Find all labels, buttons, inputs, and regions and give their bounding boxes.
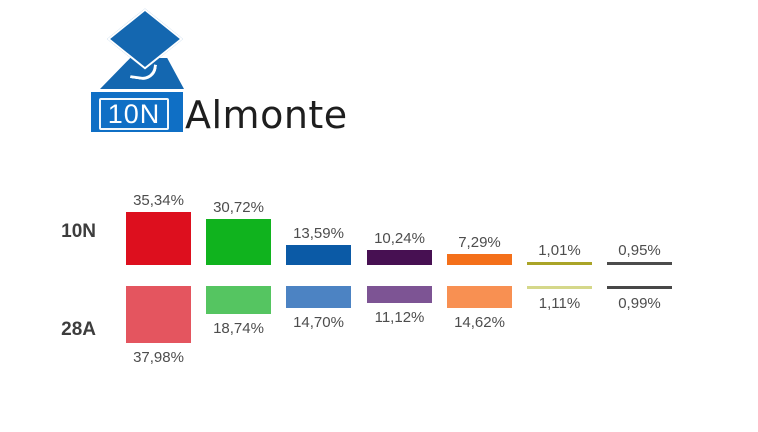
value-label-10n-gray: 0,95%	[618, 242, 661, 259]
value-label-10n-olive: 1,01%	[538, 242, 581, 259]
value-label-28a-gray: 0,99%	[618, 295, 661, 312]
bar-28a-purple	[367, 286, 432, 303]
value-label-28a-olive: 1,11%	[538, 295, 581, 312]
bar-28a-olive	[527, 286, 592, 289]
bar-10n-purple	[367, 250, 432, 265]
bar-10n-gray	[607, 262, 672, 265]
value-label-10n-red: 35,34%	[133, 192, 184, 209]
bar-28a-gray	[607, 286, 672, 289]
value-label-10n-orange: 7,29%	[458, 234, 501, 251]
value-label-28a-purple: 11,12%	[374, 309, 425, 326]
logo-label: 10N	[107, 99, 161, 129]
row-label-10n: 10N	[61, 221, 96, 242]
bar-28a-green	[206, 286, 271, 314]
bar-28a-blue	[286, 286, 351, 308]
bar-28a-orange	[447, 286, 512, 308]
ballot-box-front-icon: 10N	[91, 92, 183, 132]
value-label-10n-purple: 10,24%	[374, 230, 425, 247]
bar-10n-red	[126, 212, 191, 265]
bar-10n-blue	[286, 245, 351, 265]
value-label-28a-red: 37,98%	[133, 349, 184, 366]
value-label-28a-orange: 14,62%	[454, 314, 505, 331]
row-label-28a: 28A	[61, 319, 96, 340]
page-title: Almonte	[185, 93, 348, 137]
value-label-28a-green: 18,74%	[213, 320, 264, 337]
bar-10n-olive	[527, 262, 592, 265]
value-label-10n-green: 30,72%	[213, 199, 264, 216]
logo-label-frame: 10N	[99, 98, 169, 130]
bar-10n-orange	[447, 254, 512, 265]
value-label-28a-blue: 14,70%	[293, 314, 344, 331]
bar-10n-green	[206, 219, 271, 265]
value-label-10n-blue: 13,59%	[293, 225, 344, 242]
election-logo: 10N	[85, 5, 200, 135]
bar-28a-red	[126, 286, 191, 343]
